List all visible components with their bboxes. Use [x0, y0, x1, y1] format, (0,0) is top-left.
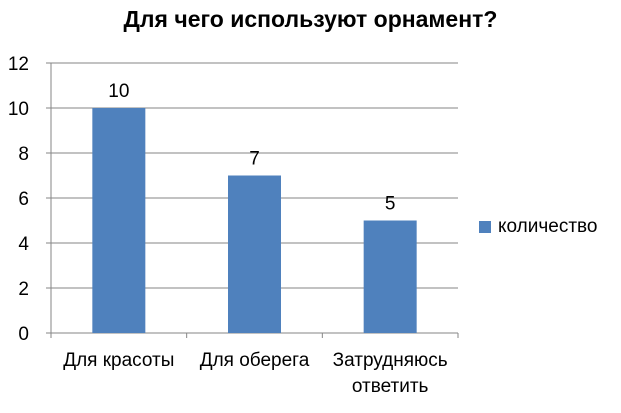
- x-tick-label: Затрудняюсь ответить: [333, 350, 448, 397]
- y-tick-label: 10: [8, 99, 29, 120]
- data-label: 5: [385, 194, 396, 215]
- bar: [363, 220, 417, 333]
- data-label: 10: [108, 81, 129, 102]
- y-tick-label: 12: [8, 54, 29, 75]
- bar: [92, 108, 146, 333]
- x-tick-label: Для красоты: [63, 350, 174, 371]
- y-tick-label: 6: [18, 189, 29, 210]
- bar: [228, 175, 281, 333]
- y-tick-label: 4: [18, 234, 29, 255]
- legend: количество: [479, 216, 598, 238]
- data-label: 7: [249, 149, 260, 170]
- y-tick-label: 8: [18, 144, 29, 165]
- chart-title: Для чего используют орнамент?: [123, 6, 498, 32]
- x-tick-label: Для оберега: [200, 350, 310, 371]
- y-tick-label: 0: [18, 324, 29, 345]
- y-tick-label: 2: [18, 279, 29, 300]
- legend-label: количество: [498, 216, 598, 237]
- legend-swatch: [479, 221, 491, 233]
